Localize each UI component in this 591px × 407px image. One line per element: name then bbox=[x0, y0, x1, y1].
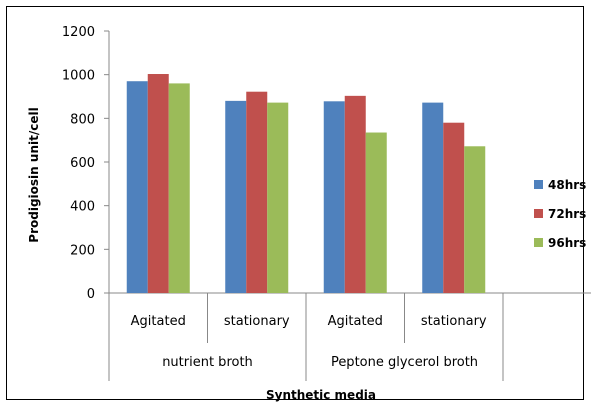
bar-48hrs-2 bbox=[323, 101, 345, 293]
legend: 48hrs 72hrs 96hrs bbox=[534, 178, 586, 250]
category-label: stationary bbox=[421, 314, 487, 329]
bar-96hrs-0 bbox=[168, 83, 190, 294]
group-label: nutrient broth bbox=[162, 355, 253, 370]
bar-72hrs-3 bbox=[443, 122, 465, 293]
bar-48hrs-0 bbox=[126, 81, 148, 293]
bar-72hrs-1 bbox=[246, 91, 268, 294]
bar-48hrs-1 bbox=[225, 100, 247, 293]
chart-frame bbox=[6, 6, 584, 400]
y-tick-label: 1200 bbox=[62, 25, 95, 40]
y-tick-label: 0 bbox=[87, 287, 95, 302]
legend-label: 72hrs bbox=[548, 207, 586, 221]
legend-label: 48hrs bbox=[548, 178, 586, 192]
y-tick-label: 800 bbox=[70, 112, 95, 127]
plot-area: 0 200 400 600 800 1000 1200 Agitated stationary A… bbox=[62, 25, 591, 381]
y-tick-label: 1000 bbox=[62, 69, 95, 84]
legend-label: 96hrs bbox=[548, 236, 586, 250]
category-label: Agitated bbox=[328, 314, 383, 329]
y-tick-label: 200 bbox=[70, 243, 95, 258]
category-label: Agitated bbox=[131, 314, 186, 329]
legend-swatch-96hrs bbox=[534, 238, 543, 247]
bar-72hrs-2 bbox=[344, 95, 366, 293]
category-label: stationary bbox=[224, 314, 290, 329]
bar-96hrs-2 bbox=[365, 132, 387, 293]
bar-96hrs-3 bbox=[464, 146, 486, 293]
x-axis-title: Synthetic media bbox=[266, 388, 376, 402]
bar-48hrs-3 bbox=[422, 102, 444, 293]
bar-96hrs-1 bbox=[267, 102, 289, 293]
y-tick-label: 600 bbox=[70, 156, 95, 171]
group-label: Peptone glycerol broth bbox=[331, 355, 478, 370]
bar-72hrs-0 bbox=[147, 74, 169, 294]
y-axis-title: Prodigiosin unit/cell bbox=[27, 107, 41, 242]
legend-swatch-72hrs bbox=[534, 209, 543, 218]
y-tick-label: 400 bbox=[70, 200, 95, 215]
legend-swatch-48hrs bbox=[534, 180, 543, 189]
